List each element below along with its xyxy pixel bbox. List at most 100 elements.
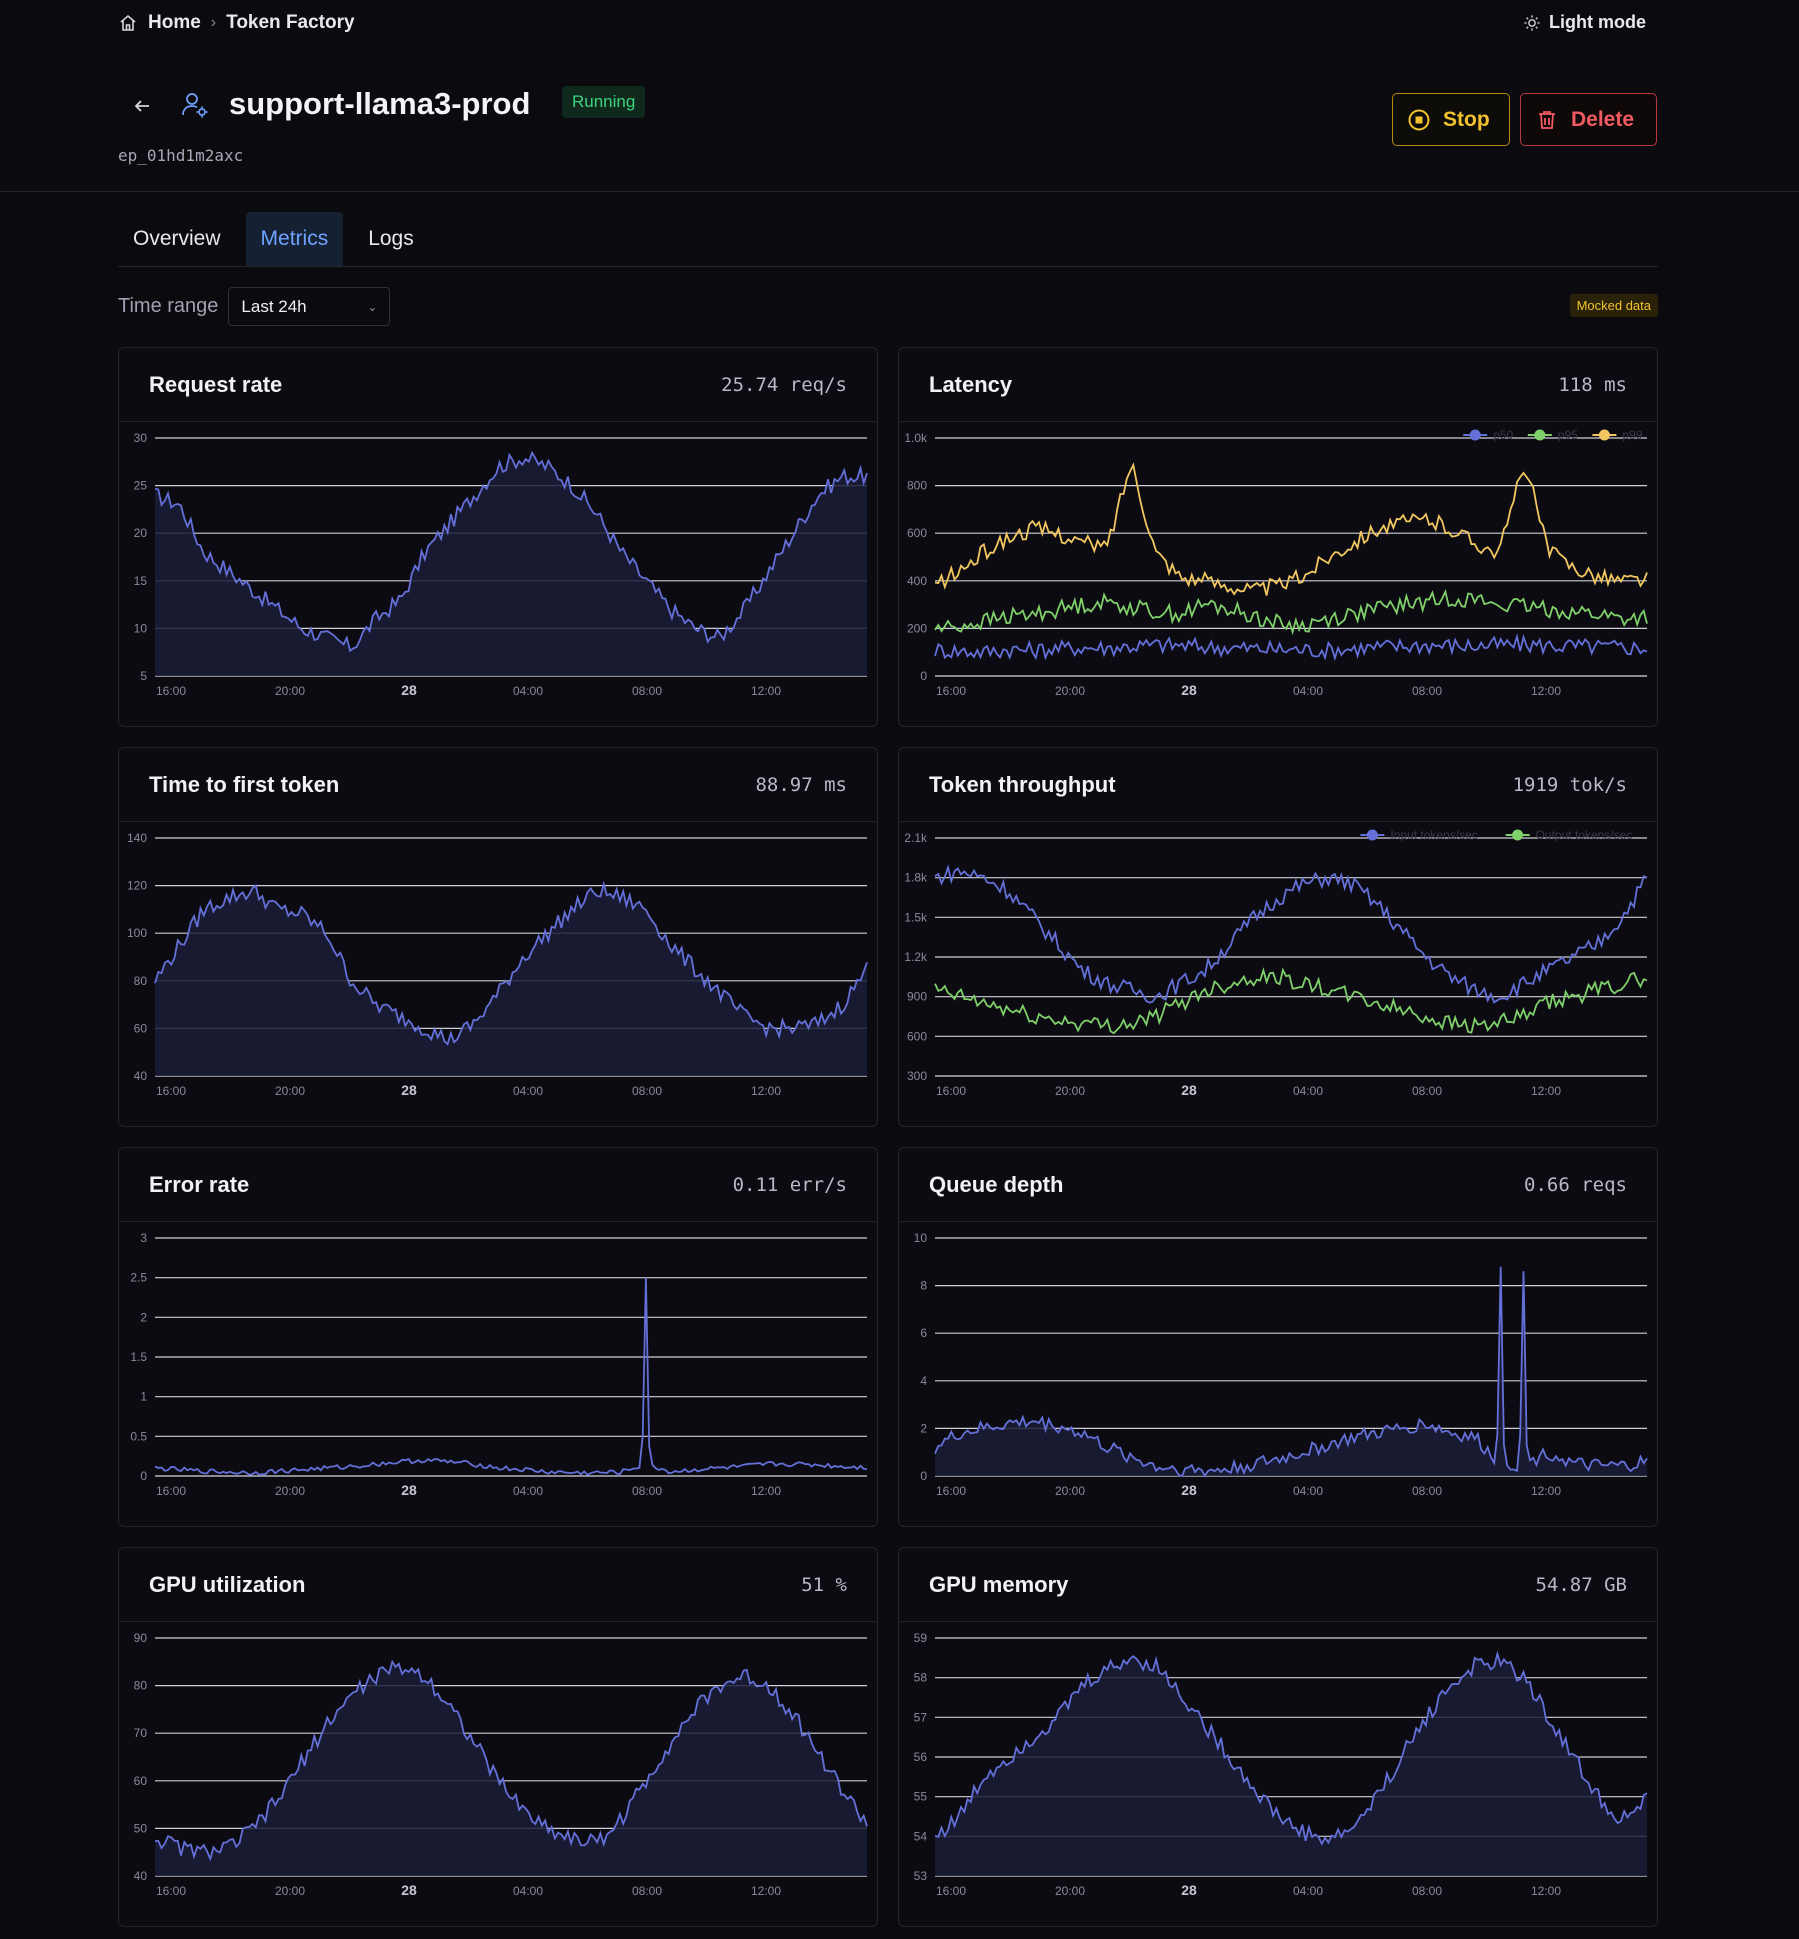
y-tick-label: 0 — [140, 1469, 147, 1483]
chart-token_throughput[interactable]: 2.1k 1.8k 1.5k 1.2k 900 600 300 16:00 20:00 28 04:… — [899, 823, 1657, 1123]
y-tick-label: 15 — [134, 574, 148, 588]
x-tick-label: 28 — [1181, 1482, 1197, 1498]
chart-latency[interactable]: 1.0k 800 600 400 200 0 16:00 20:00 28 04:00 08:00 1… — [899, 423, 1657, 723]
legend-item[interactable]: p95 — [1527, 428, 1578, 442]
x-tick-label: 12:00 — [1531, 1884, 1561, 1898]
svg-text:p99: p99 — [1622, 428, 1642, 442]
x-tick-label: 12:00 — [751, 684, 781, 698]
chart-error_rate[interactable]: 3 2.5 2 1.5 1 0.5 0 16:00 20:00 28 04:00 08:00 12:00 — [119, 1223, 877, 1523]
sun-icon — [1524, 14, 1540, 31]
chart-title: GPU utilization — [149, 1572, 306, 1597]
y-tick-label: 6 — [920, 1326, 927, 1340]
tab-metrics[interactable]: Metrics — [245, 212, 344, 266]
stop-label: Stop — [1443, 107, 1490, 131]
series-line-p95[interactable] — [934, 588, 1648, 636]
legend-item[interactable]: Input tokens/sec — [1360, 828, 1478, 842]
y-tick-label: 3 — [140, 1231, 147, 1245]
time-range: Time range Last 24h ⌄ — [118, 287, 391, 326]
x-tick-label: 04:00 — [1293, 1084, 1323, 1098]
x-tick-label: 08:00 — [1412, 1084, 1442, 1098]
chart-card-header: Queue depth 0.66 reqs — [899, 1148, 1657, 1222]
series-line-request_rate[interactable] — [154, 450, 868, 653]
y-tick-label: 59 — [914, 1631, 928, 1645]
chart-queue_depth[interactable]: 10 8 6 4 2 0 16:00 20:00 28 04:00 08:00 12:00 — [899, 1223, 1657, 1523]
legend-item[interactable]: p50 — [1463, 428, 1514, 442]
light-mode-label: Light mode — [1549, 12, 1646, 32]
series-line-error_rate[interactable] — [154, 1277, 868, 1476]
series-line-p99[interactable] — [934, 462, 1648, 596]
x-tick-label: 12:00 — [1531, 684, 1561, 698]
chart-gpu_memory[interactable]: 59 58 57 56 55 54 53 16:00 20:00 28 04:00 08:00 12:0… — [899, 1623, 1657, 1923]
y-tick-label: 60 — [134, 1021, 148, 1035]
chart-current-value: 54.87 GB — [1535, 1574, 1627, 1596]
y-tick-label: 1.0k — [904, 431, 928, 445]
x-tick-label: 28 — [401, 1482, 417, 1498]
chart-card-ttft: Time to first token 88.97 ms 140 120 100 80 60… — [118, 747, 878, 1127]
y-tick-label: 900 — [907, 990, 927, 1004]
series-line-gpu_util[interactable] — [154, 1659, 868, 1862]
stop-icon — [1408, 109, 1430, 130]
x-tick-label: 20:00 — [275, 1884, 305, 1898]
y-tick-label: 5 — [140, 669, 147, 683]
y-tick-label: 140 — [127, 831, 147, 845]
chart-ttft[interactable]: 140 120 100 80 60 40 16:00 20:00 28 04:00 08:00 12:… — [119, 823, 877, 1123]
y-tick-label: 1.5 — [130, 1350, 147, 1364]
y-tick-label: 600 — [907, 526, 927, 540]
x-tick-label: 16:00 — [936, 1084, 966, 1098]
home-icon[interactable] — [118, 13, 138, 33]
y-tick-label: 600 — [907, 1029, 927, 1043]
y-tick-label: 1.2k — [904, 950, 928, 964]
x-tick-label: 28 — [1181, 1082, 1197, 1098]
x-tick-label: 20:00 — [1055, 1484, 1085, 1498]
tab-logs[interactable]: Logs — [368, 227, 414, 250]
time-range-value: Last 24h — [241, 296, 307, 316]
time-range-select[interactable]: Last 24h ⌄ — [228, 287, 391, 326]
chart-current-value: 51 % — [801, 1574, 847, 1596]
endpoint-name: support-llama3-prod — [229, 86, 531, 121]
chart-card-header: Latency 118 ms — [899, 348, 1657, 422]
mocked-data-badge: Mocked data — [1569, 294, 1658, 317]
series-line-ttft[interactable] — [154, 880, 868, 1046]
y-tick-label: 25 — [134, 479, 148, 493]
chart-card-header: GPU utilization 51 % — [119, 1548, 877, 1622]
x-tick-label: 16:00 — [156, 684, 186, 698]
x-tick-label: 12:00 — [1531, 1484, 1561, 1498]
x-tick-label: 16:00 — [936, 1884, 966, 1898]
tab-overview[interactable]: Overview — [133, 227, 221, 250]
x-tick-label: 28 — [401, 682, 417, 698]
time-range-label: Time range — [118, 295, 219, 317]
series-line-p50[interactable] — [934, 633, 1648, 662]
delete-button[interactable]: Delete — [1520, 93, 1657, 146]
y-tick-label: 100 — [127, 926, 147, 940]
y-tick-label: 40 — [134, 1869, 148, 1883]
light-mode-toggle[interactable]: Light mode — [1523, 12, 1646, 33]
breadcrumb-home[interactable]: Home — [148, 12, 201, 33]
series-line-queue_depth[interactable] — [934, 1266, 1648, 1478]
y-tick-label: 0 — [920, 1469, 927, 1483]
x-tick-label: 16:00 — [156, 1484, 186, 1498]
y-tick-label: 30 — [134, 431, 148, 445]
stop-button[interactable]: Stop — [1392, 93, 1510, 146]
x-tick-label: 04:00 — [1293, 684, 1323, 698]
series-line-input-tokens-sec[interactable] — [934, 864, 1648, 1004]
y-tick-label: 300 — [907, 1069, 927, 1083]
chart-request_rate[interactable]: 30 25 20 15 10 5 16:00 20:00 28 04:00 08:00 12:00 — [119, 423, 877, 723]
chart-gpu_util[interactable]: 90 80 70 60 50 40 16:00 20:00 28 04:00 08:00 12:00 — [119, 1623, 877, 1923]
chart-title: Request rate — [149, 372, 283, 397]
svg-text:Input tokens/sec: Input tokens/sec — [1390, 828, 1477, 842]
legend-item[interactable]: p99 — [1592, 428, 1643, 442]
chart-current-value: 25.74 req/s — [721, 374, 847, 396]
y-tick-label: 90 — [134, 1631, 148, 1645]
y-tick-label: 10 — [914, 1231, 928, 1245]
status-badge: Running — [562, 86, 646, 118]
tab-bar: Overview Metrics Logs — [118, 212, 1658, 267]
x-tick-label: 08:00 — [632, 1084, 662, 1098]
arrow-left-icon[interactable] — [130, 94, 154, 118]
legend-item[interactable]: Output tokens/sec — [1505, 828, 1633, 842]
breadcrumb-current[interactable]: Token Factory — [226, 12, 355, 33]
series-line-output-tokens-sec[interactable] — [934, 967, 1648, 1035]
series-area — [155, 1661, 867, 1876]
svg-text:p95: p95 — [1558, 428, 1578, 442]
header: Home › Token Factory Light mode support-… — [118, 0, 1658, 165]
series-line-gpu_memory[interactable] — [934, 1650, 1648, 1846]
